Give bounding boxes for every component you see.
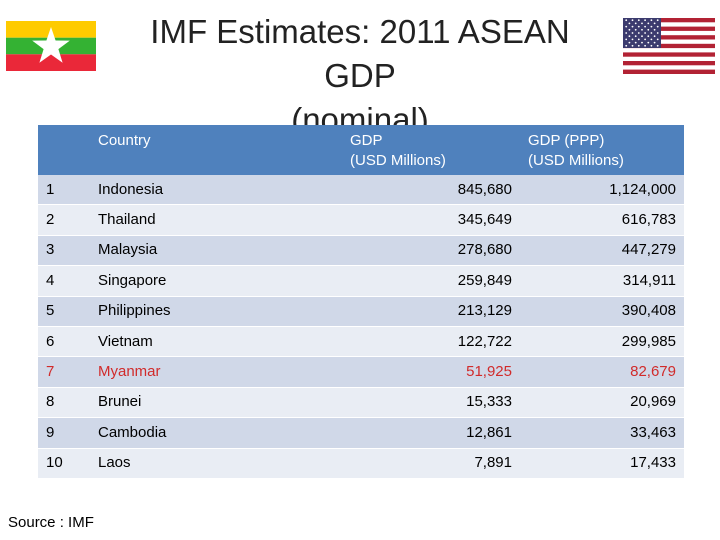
gdp-cell: 15,333 bbox=[342, 387, 520, 419]
gdp-ppp-cell: 390,408 bbox=[520, 296, 684, 327]
table-row: 5 Philippines 213,129 390,408 bbox=[38, 296, 684, 327]
gdp-ppp-cell: 20,969 bbox=[520, 387, 684, 419]
gdp-table: Country GDP (USD Millions) GDP (PPP) (US… bbox=[38, 125, 684, 479]
rank-cell: 6 bbox=[38, 326, 90, 358]
rank-cell: 8 bbox=[38, 387, 90, 419]
myanmar-flag-icon bbox=[6, 21, 96, 71]
rank-cell: 5 bbox=[38, 296, 90, 327]
gdp-ppp-cell: 299,985 bbox=[520, 326, 684, 358]
gdp-cell: 278,680 bbox=[342, 235, 520, 267]
header-country: Country bbox=[90, 125, 342, 175]
page-title: IMF Estimates: 2011 ASEAN GDP (nominal) bbox=[110, 10, 610, 142]
country-cell: Vietnam bbox=[90, 326, 342, 358]
gdp-cell: 51,925 bbox=[342, 356, 520, 388]
rank-cell: 7 bbox=[38, 356, 90, 388]
header-ppp-line-2: (USD Millions) bbox=[528, 152, 624, 169]
gdp-cell: 345,649 bbox=[342, 204, 520, 236]
header-ppp-line-1: GDP (PPP) bbox=[528, 132, 605, 149]
country-cell: Malaysia bbox=[90, 235, 342, 267]
gdp-ppp-cell: 82,679 bbox=[520, 356, 684, 388]
gdp-cell: 122,722 bbox=[342, 326, 520, 358]
table-row: 8 Brunei 15,333 20,969 bbox=[38, 387, 684, 419]
rank-cell: 3 bbox=[38, 235, 90, 267]
table-row: 2 Thailand 345,649 616,783 bbox=[38, 204, 684, 236]
table-row-highlighted: 7 Myanmar 51,925 82,679 bbox=[38, 356, 684, 388]
country-cell: Cambodia bbox=[90, 417, 342, 449]
table-row: 3 Malaysia 278,680 447,279 bbox=[38, 235, 684, 267]
title-line-1: IMF Estimates: 2011 ASEAN GDP bbox=[150, 13, 570, 94]
rank-cell: 10 bbox=[38, 448, 90, 479]
table-row: 9 Cambodia 12,861 33,463 bbox=[38, 417, 684, 449]
table-row: 4 Singapore 259,849 314,911 bbox=[38, 265, 684, 297]
header-gdp-line-1: GDP bbox=[350, 132, 383, 149]
gdp-ppp-cell: 17,433 bbox=[520, 448, 684, 479]
country-cell: Singapore bbox=[90, 265, 342, 297]
gdp-ppp-cell: 1,124,000 bbox=[520, 175, 684, 206]
table-header-row: Country GDP (USD Millions) GDP (PPP) (US… bbox=[38, 125, 684, 175]
country-cell: Brunei bbox=[90, 387, 342, 419]
rank-cell: 4 bbox=[38, 265, 90, 297]
gdp-ppp-cell: 314,911 bbox=[520, 265, 684, 297]
header-gdp-line-2: (USD Millions) bbox=[350, 152, 446, 169]
table-row: 6 Vietnam 122,722 299,985 bbox=[38, 326, 684, 358]
country-cell: Thailand bbox=[90, 204, 342, 236]
gdp-cell: 845,680 bbox=[342, 175, 520, 206]
country-cell: Laos bbox=[90, 448, 342, 479]
gdp-cell: 259,849 bbox=[342, 265, 520, 297]
gdp-cell: 12,861 bbox=[342, 417, 520, 449]
header-gdp: GDP (USD Millions) bbox=[342, 125, 520, 175]
gdp-ppp-cell: 616,783 bbox=[520, 204, 684, 236]
gdp-cell: 7,891 bbox=[342, 448, 520, 479]
rank-cell: 9 bbox=[38, 417, 90, 449]
table-row: 1 Indonesia 845,680 1,124,000 bbox=[38, 175, 684, 206]
header-gdp-ppp: GDP (PPP) (USD Millions) bbox=[520, 125, 684, 175]
source-note: Source : IMF bbox=[8, 514, 94, 531]
gdp-cell: 213,129 bbox=[342, 296, 520, 327]
rank-cell: 2 bbox=[38, 204, 90, 236]
gdp-ppp-cell: 33,463 bbox=[520, 417, 684, 449]
table-row: 10 Laos 7,891 17,433 bbox=[38, 448, 684, 479]
rank-cell: 1 bbox=[38, 175, 90, 206]
gdp-ppp-cell: 447,279 bbox=[520, 235, 684, 267]
country-cell: Philippines bbox=[90, 296, 342, 327]
country-cell: Myanmar bbox=[90, 356, 342, 388]
header-rank bbox=[38, 125, 90, 175]
usa-flag-icon bbox=[623, 18, 715, 74]
country-cell: Indonesia bbox=[90, 175, 342, 206]
